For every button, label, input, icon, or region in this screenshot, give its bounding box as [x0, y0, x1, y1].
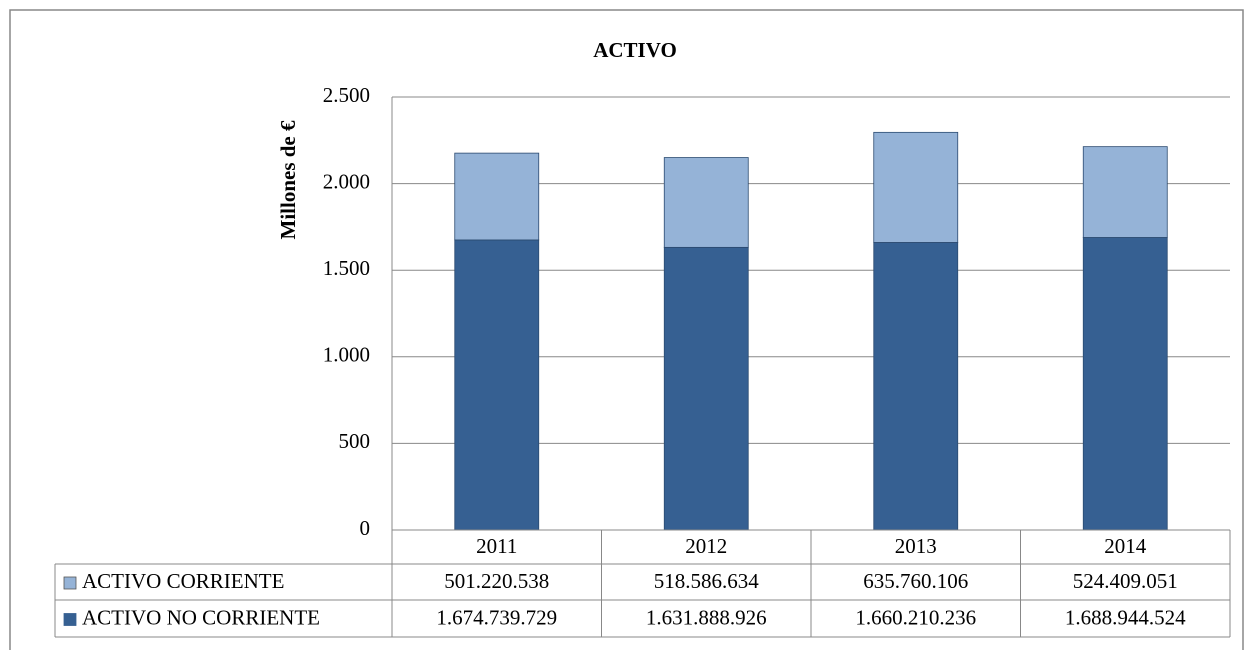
- x-tick-label: 2012: [685, 534, 727, 558]
- bar-segment: [1082, 146, 1168, 238]
- data-label: 1.660.210.236: [855, 605, 976, 629]
- data-label: 1.631.888.926: [646, 605, 767, 629]
- bar-segment: [873, 242, 959, 531]
- data-label: 635.760.106: [863, 569, 968, 593]
- data-label: 524.409.051: [1073, 569, 1178, 593]
- x-tick-label: 2011: [476, 534, 517, 558]
- bar-segment: [1082, 237, 1168, 531]
- legend-label: ACTIVO NO CORRIENTE: [82, 605, 320, 629]
- data-label: 1.674.739.729: [436, 605, 557, 629]
- y-axis-label: Millones de €: [276, 120, 300, 239]
- y-tick-label: 2.500: [323, 83, 370, 107]
- bar-segment: [454, 239, 540, 531]
- x-tick-label: 2013: [895, 534, 937, 558]
- y-tick-label: 1.500: [323, 256, 370, 280]
- bar-segment: [873, 131, 959, 243]
- legend-label: ACTIVO CORRIENTE: [82, 569, 284, 593]
- y-tick-label: 2.000: [323, 169, 370, 193]
- data-label: 518.586.634: [654, 569, 760, 593]
- data-label: 501.220.538: [444, 569, 549, 593]
- data-label: 1.688.944.524: [1065, 605, 1186, 629]
- y-tick-label: 0: [360, 516, 371, 540]
- bar-segment: [663, 157, 749, 248]
- bar-segment: [663, 246, 749, 531]
- legend-swatch: [63, 613, 77, 626]
- bar-segment: [454, 152, 540, 241]
- y-tick-label: 500: [339, 429, 371, 453]
- legend-swatch: [63, 576, 77, 590]
- x-tick-label: 2014: [1104, 534, 1147, 558]
- chart-title: ACTIVO: [593, 38, 677, 62]
- chart-frame: [9, 9, 1244, 650]
- y-tick-label: 1.000: [323, 343, 370, 367]
